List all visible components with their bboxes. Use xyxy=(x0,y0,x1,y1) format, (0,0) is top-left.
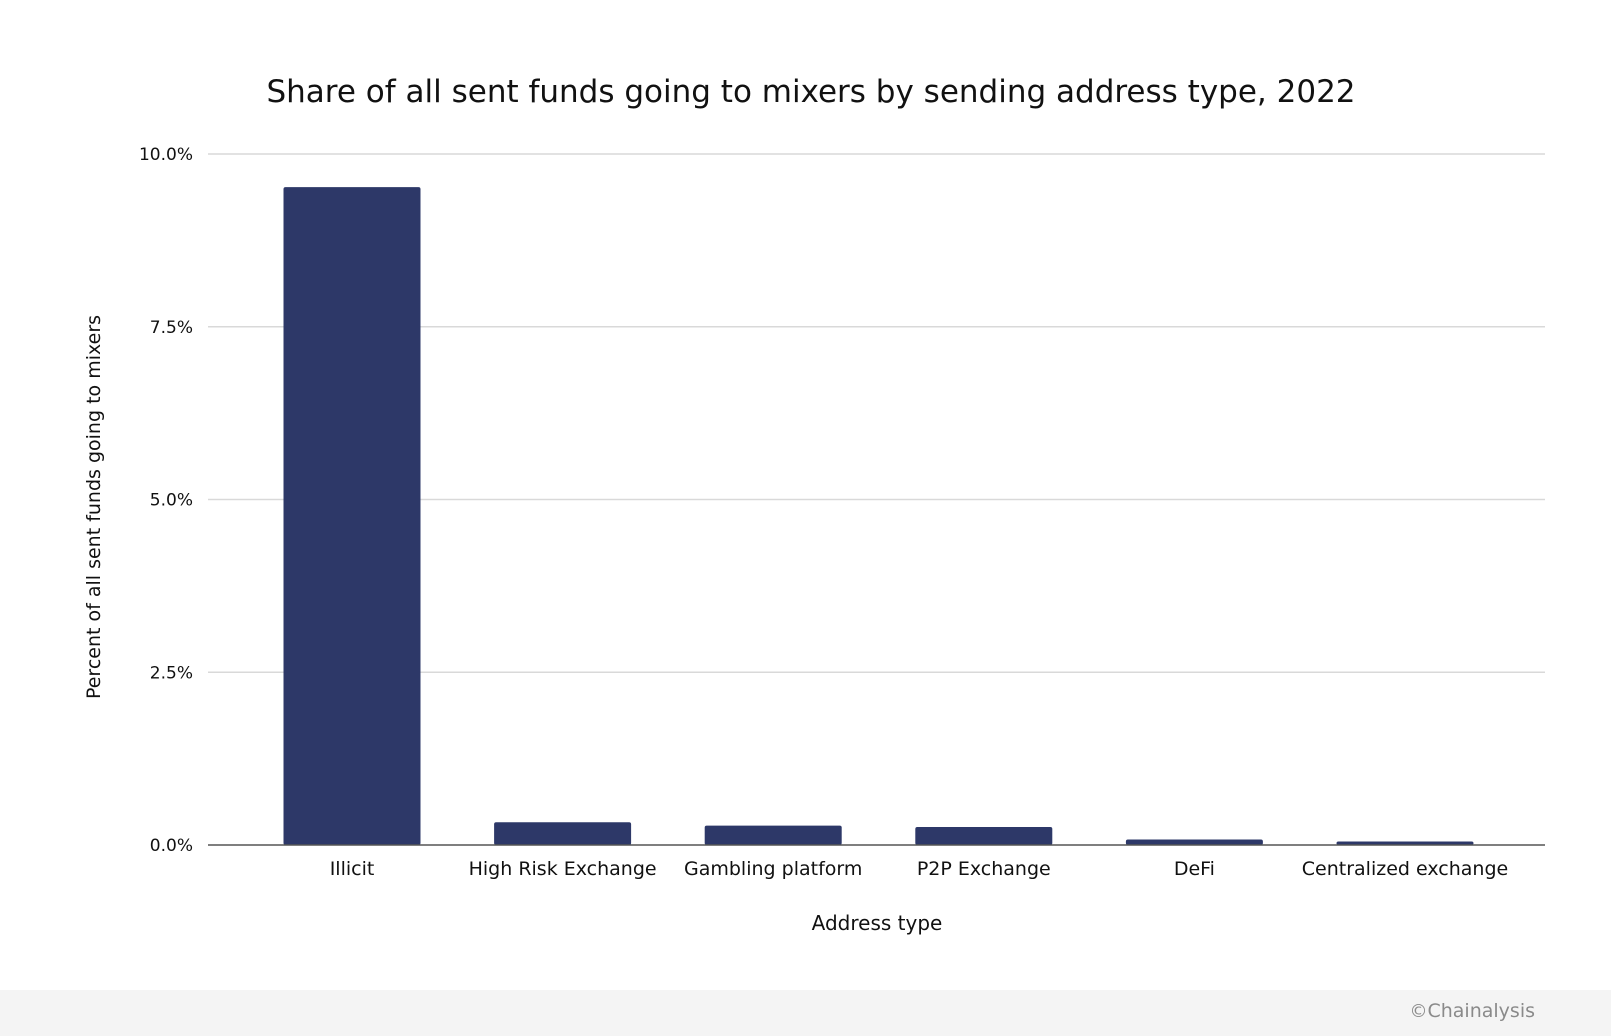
gridlines xyxy=(208,153,1545,673)
bar-defi xyxy=(1125,839,1263,845)
bar-p2p-exchange xyxy=(915,827,1053,845)
x-tick-label: DeFi xyxy=(1174,858,1215,880)
bar-gambling-platform xyxy=(704,825,842,845)
x-tick-label: Gambling platform xyxy=(684,858,862,880)
y-tick-label: 7.5% xyxy=(150,318,193,338)
bar-high-risk-exchange xyxy=(494,822,632,845)
y-tick-label: 0.0% xyxy=(150,836,193,856)
footer-band xyxy=(0,990,1611,1036)
x-tick-label: Centralized exchange xyxy=(1302,858,1508,880)
y-axis-ticks: 0.0% 2.5% 5.0% 7.5% 10.0% xyxy=(139,145,193,856)
x-axis-ticks: Illicit High Risk Exchange Gambling platfo… xyxy=(330,858,1509,880)
bar-illicit xyxy=(283,187,421,846)
bar-centralized-exchange xyxy=(1336,841,1474,845)
x-tick-label: P2P Exchange xyxy=(917,858,1051,880)
x-tick-label: Illicit xyxy=(330,858,375,880)
x-tick-label: High Risk Exchange xyxy=(469,858,657,880)
bars xyxy=(283,187,1474,846)
y-tick-label: 5.0% xyxy=(150,491,193,511)
x-axis-label: Address type xyxy=(812,911,943,935)
y-tick-label: 10.0% xyxy=(139,145,193,165)
y-axis-label: Percent of all sent funds going to mixer… xyxy=(83,315,105,699)
y-tick-label: 2.5% xyxy=(150,663,193,683)
chainalysis-credit: ©Chainalysis xyxy=(1409,1000,1535,1022)
chart-title: Share of all sent funds going to mixers … xyxy=(266,74,1355,110)
credit-text: Chainalysis xyxy=(1427,1000,1535,1022)
copyright-symbol: © xyxy=(1409,1001,1428,1022)
